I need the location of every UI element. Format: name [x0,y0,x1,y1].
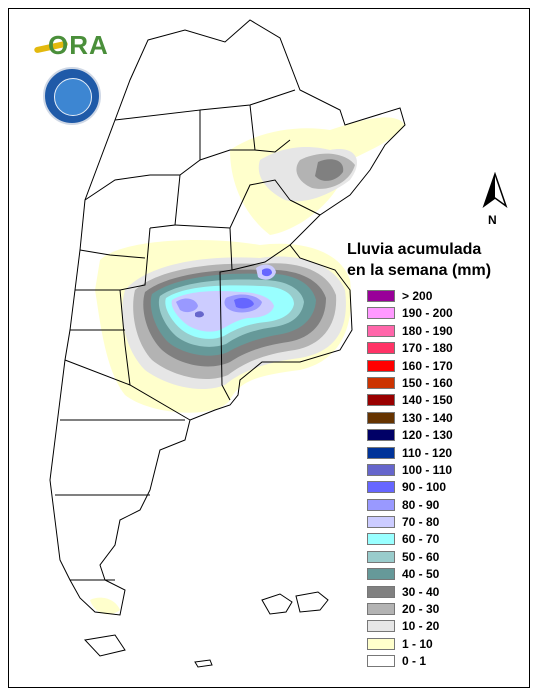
legend-swatch [367,481,395,494]
legend-swatch [367,411,395,424]
legend-label: 120 - 130 [402,428,453,443]
legend-label: 190 - 200 [402,306,453,321]
legend-title: Lluvia acumulada en la semana (mm) [347,239,491,281]
legend-label: 130 - 140 [402,410,453,425]
legend-label: 140 - 150 [402,393,453,408]
legend-swatch [367,498,395,511]
legend-label: 50 - 60 [402,549,440,564]
legend-swatch [367,603,395,616]
legend-label: 1 - 10 [402,636,433,651]
legend-swatch [367,359,395,372]
province-line [199,149,255,161]
legend-swatch [367,446,395,459]
legend-swatch [367,324,395,337]
province-line [64,359,191,421]
legend-label: 90 - 100 [402,480,447,495]
legend-label: 40 - 50 [402,567,440,582]
legend-swatch [367,394,395,407]
country-outline [49,19,406,616]
logo-text: ORA [48,30,109,60]
legend-swatch [367,290,395,302]
rain-zone-30-40-north [315,159,344,181]
legend-swatch [367,568,395,581]
province-borders [49,19,406,616]
province-line [84,174,151,201]
legend-label: 0 - 1 [402,654,427,669]
legend-label: 10 - 20 [402,619,440,634]
province-line [114,109,201,176]
seal-inner [54,78,92,116]
islands [194,591,329,668]
legend-label: 30 - 40 [402,584,440,599]
legend-swatch [367,429,395,442]
province-line [231,244,291,271]
legend-label: 150 - 160 [402,375,453,390]
legend-label: 110 - 120 [402,445,453,460]
legend-label: 100 - 110 [402,462,453,477]
province-line [249,104,291,153]
legend-swatch [367,585,395,598]
north-label: N [488,213,497,227]
province-line [174,179,291,229]
legend-swatch [367,342,395,355]
legend-swatch [367,516,395,529]
weather-service-seal [43,67,101,125]
tierra-del-fuego [83,634,126,657]
rain-zone-1-10-south [90,597,120,615]
legend-label: 180 - 190 [402,323,453,338]
province-line [199,89,296,111]
province-line [289,199,321,216]
rain-zone-90-100 [234,297,254,309]
legend-swatch [367,550,395,563]
north-arrow-icon [482,172,508,209]
rain-zone-90-100-b [262,268,272,277]
legend-label: 60 - 70 [402,532,440,547]
legend-label: 160 - 170 [402,358,453,373]
rain-zone-100-110 [195,311,204,318]
legend-title-line2: en la semana (mm) [347,262,492,279]
legend-label: 20 - 30 [402,602,440,617]
legend-label: > 200 [402,289,433,303]
ora-logo: ORA [33,30,108,62]
rain-zone-80-90-b [176,298,198,313]
province-line [79,249,146,259]
legend-label: 170 - 180 [402,341,453,356]
legend-swatch [367,376,395,389]
province-line [219,227,233,401]
legend-swatch [367,655,395,668]
legend-swatch [367,463,395,476]
legend-swatch [367,637,395,650]
rainfall-shading [90,117,405,615]
province-line [149,174,181,229]
legend-swatch [367,620,395,633]
legend-label: 70 - 80 [402,515,440,530]
legend-swatch [367,533,395,546]
legend-label: 80 - 90 [402,497,440,512]
legend-swatch [367,307,395,320]
legend-title-line1: Lluvia acumulada [347,241,482,258]
